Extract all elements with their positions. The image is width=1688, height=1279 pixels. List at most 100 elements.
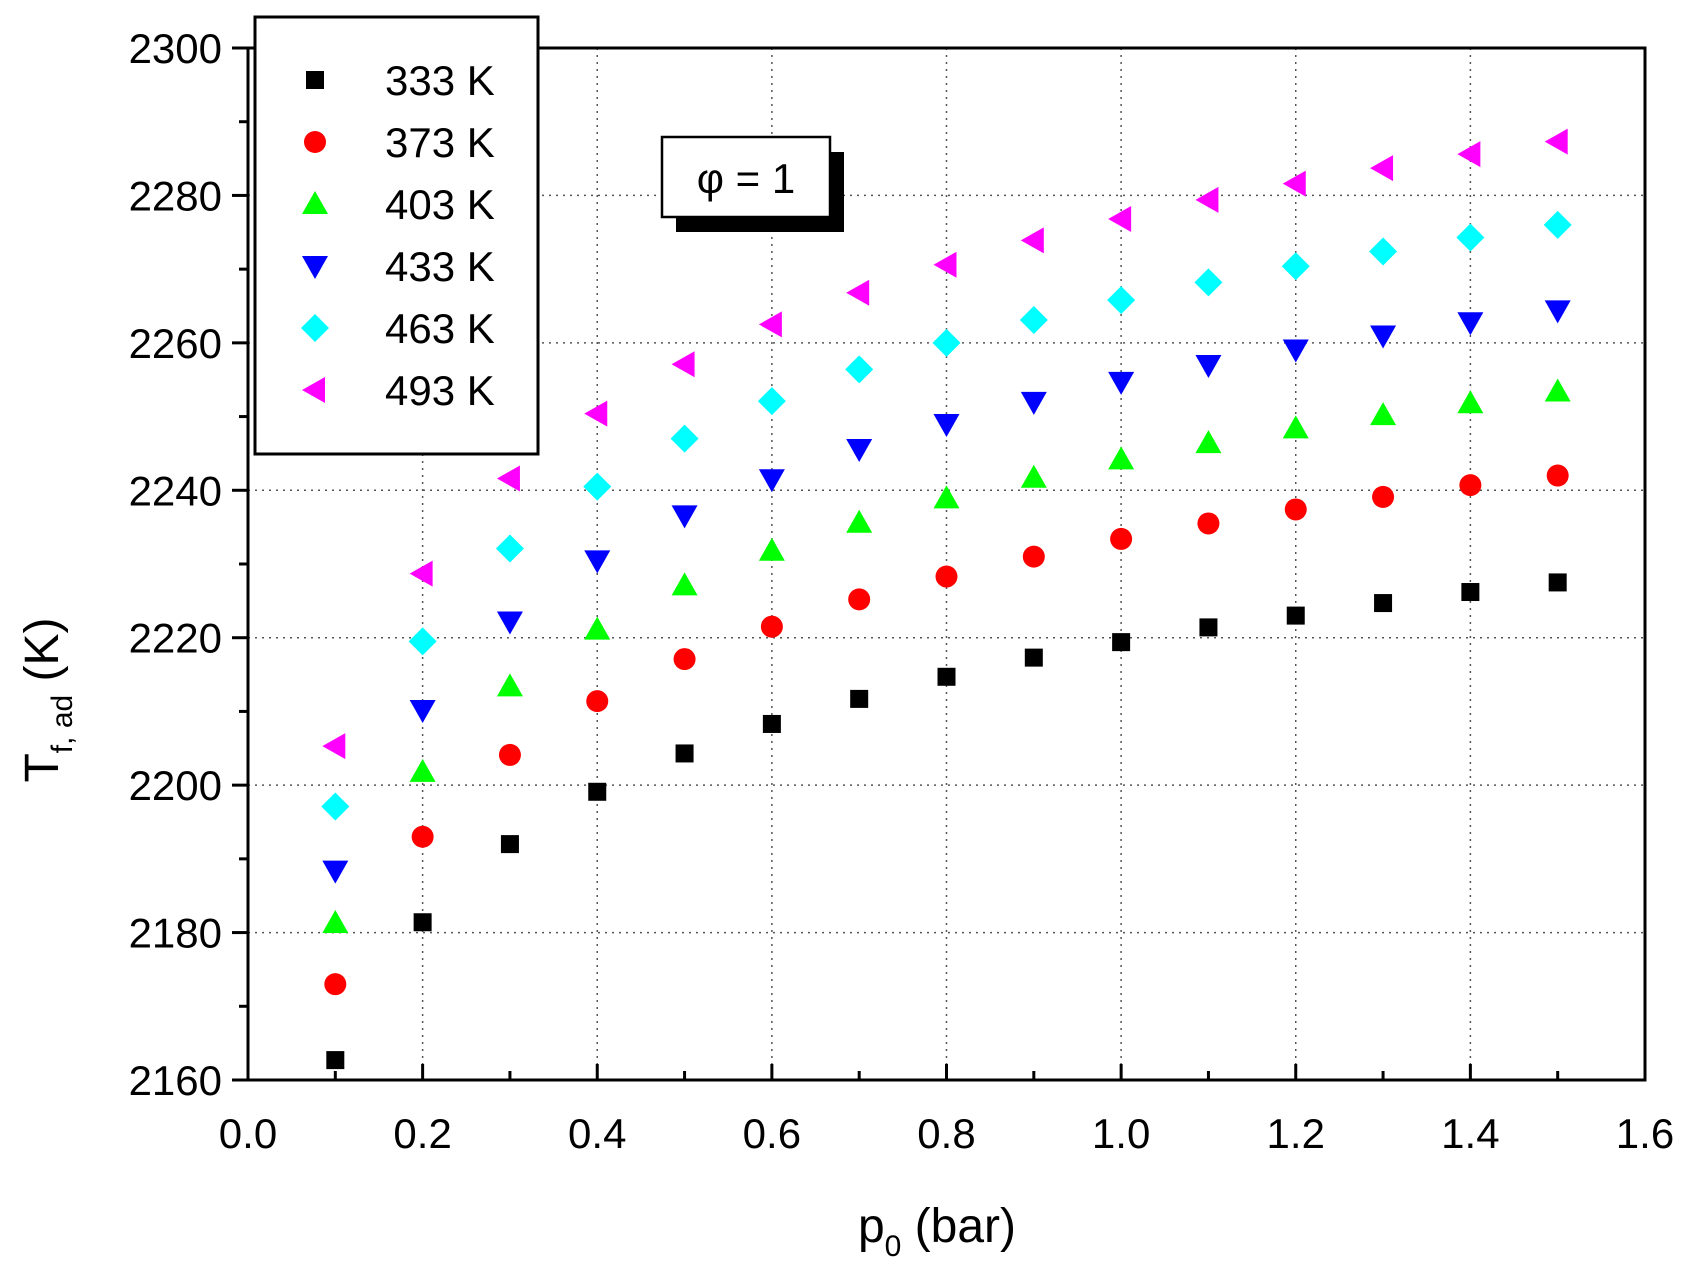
data-point	[322, 733, 346, 760]
legend-item: 433 K	[302, 243, 495, 290]
data-point	[409, 758, 436, 782]
legend-label: 433 K	[385, 243, 495, 290]
legend-item: 463 K	[301, 305, 495, 352]
y-axis-label: Tf, ad (K)	[16, 617, 79, 782]
data-point	[1197, 512, 1220, 535]
data-point	[1457, 390, 1484, 414]
data-point	[1543, 210, 1572, 239]
data-point	[1020, 464, 1047, 488]
data-point	[322, 909, 349, 933]
data-point	[1194, 268, 1223, 297]
data-point	[850, 689, 869, 708]
data-point	[1548, 573, 1567, 592]
legend-item: 403 K	[302, 181, 495, 228]
data-point	[1461, 583, 1480, 602]
y-tick-label: 2200	[129, 762, 222, 809]
data-point	[324, 973, 347, 996]
y-tick-label: 2260	[129, 320, 222, 367]
data-point	[584, 550, 611, 574]
data-point	[1282, 415, 1309, 439]
data-point	[1546, 464, 1569, 487]
series-373-k	[324, 464, 1569, 996]
data-point	[932, 328, 961, 357]
x-tick-label: 1.6	[1616, 1110, 1674, 1157]
data-point	[413, 913, 432, 932]
y-tick-label: 2180	[129, 910, 222, 957]
axes: 0.0 0.2 0.4 0.6 0.8 1.0 1.2 1.4 1.6 2160 2180 2200 2…	[129, 25, 1675, 1157]
legend-label: 373 K	[385, 119, 495, 166]
phi-annotation: φ = 1	[660, 135, 844, 232]
data-point	[1022, 545, 1045, 568]
data-point	[584, 400, 608, 427]
data-point	[670, 424, 699, 453]
data-point	[498, 743, 521, 766]
data-point	[1286, 606, 1305, 625]
x-tick-label: 0.4	[568, 1110, 626, 1157]
x-tick-label: 0.8	[917, 1110, 975, 1157]
series-333-k	[326, 573, 1567, 1070]
data-point	[1370, 155, 1394, 182]
data-point	[845, 355, 874, 384]
data-point	[1369, 237, 1398, 266]
data-point	[1457, 141, 1481, 168]
data-point	[588, 782, 607, 801]
data-point	[757, 387, 786, 416]
data-point	[1544, 128, 1568, 155]
data-point	[408, 627, 437, 656]
data-point	[326, 1051, 345, 1070]
data-point	[500, 835, 519, 854]
data-point	[1199, 618, 1218, 637]
data-point	[758, 311, 782, 338]
y-tick-label: 2220	[129, 615, 222, 662]
data-point	[846, 509, 873, 533]
data-point	[1459, 474, 1482, 497]
legend-box	[253, 15, 540, 456]
data-point	[1544, 300, 1571, 324]
data-point	[758, 469, 785, 493]
y-tick-label: 2300	[129, 25, 222, 72]
data-point	[1112, 633, 1131, 652]
data-point	[848, 588, 871, 611]
data-points	[321, 128, 1572, 1070]
data-point	[411, 825, 434, 848]
legend-label: 493 K	[385, 367, 495, 414]
data-point	[937, 667, 956, 686]
data-point	[1110, 527, 1133, 550]
data-point	[1108, 206, 1132, 233]
data-point	[322, 860, 349, 884]
data-point	[933, 485, 960, 509]
data-point	[1195, 186, 1219, 213]
data-point	[1544, 378, 1571, 402]
data-point	[675, 744, 694, 763]
y-tick-label: 2280	[129, 172, 222, 219]
data-point	[496, 465, 520, 492]
data-point	[1456, 223, 1485, 252]
data-point	[1195, 354, 1222, 378]
legend-label: 403 K	[385, 181, 495, 228]
y-tick-label: 2240	[129, 467, 222, 514]
data-point	[1024, 648, 1043, 667]
data-point	[762, 714, 781, 733]
data-point	[1370, 325, 1397, 349]
data-point	[409, 699, 436, 723]
x-tick-label: 1.4	[1441, 1110, 1499, 1157]
data-point	[1020, 227, 1044, 254]
legend-label: 333 K	[385, 57, 495, 104]
data-point	[1370, 402, 1397, 426]
y-tick-label: 2160	[129, 1057, 222, 1104]
x-tick-label: 0.2	[393, 1110, 451, 1157]
data-point	[1284, 498, 1307, 521]
data-point	[584, 616, 611, 640]
series-433-k	[322, 300, 1571, 884]
legend-marker	[301, 314, 329, 342]
data-point	[671, 505, 698, 529]
legend-label: 463 K	[385, 305, 495, 352]
x-axis-label: p0 (bar)	[858, 1200, 1016, 1263]
legend-marker	[304, 131, 326, 153]
data-point	[671, 351, 695, 378]
data-point	[586, 690, 609, 713]
legend-marker	[302, 256, 328, 279]
data-point	[1195, 430, 1222, 454]
data-point	[583, 472, 612, 501]
x-tick-label: 1.0	[1092, 1110, 1150, 1157]
